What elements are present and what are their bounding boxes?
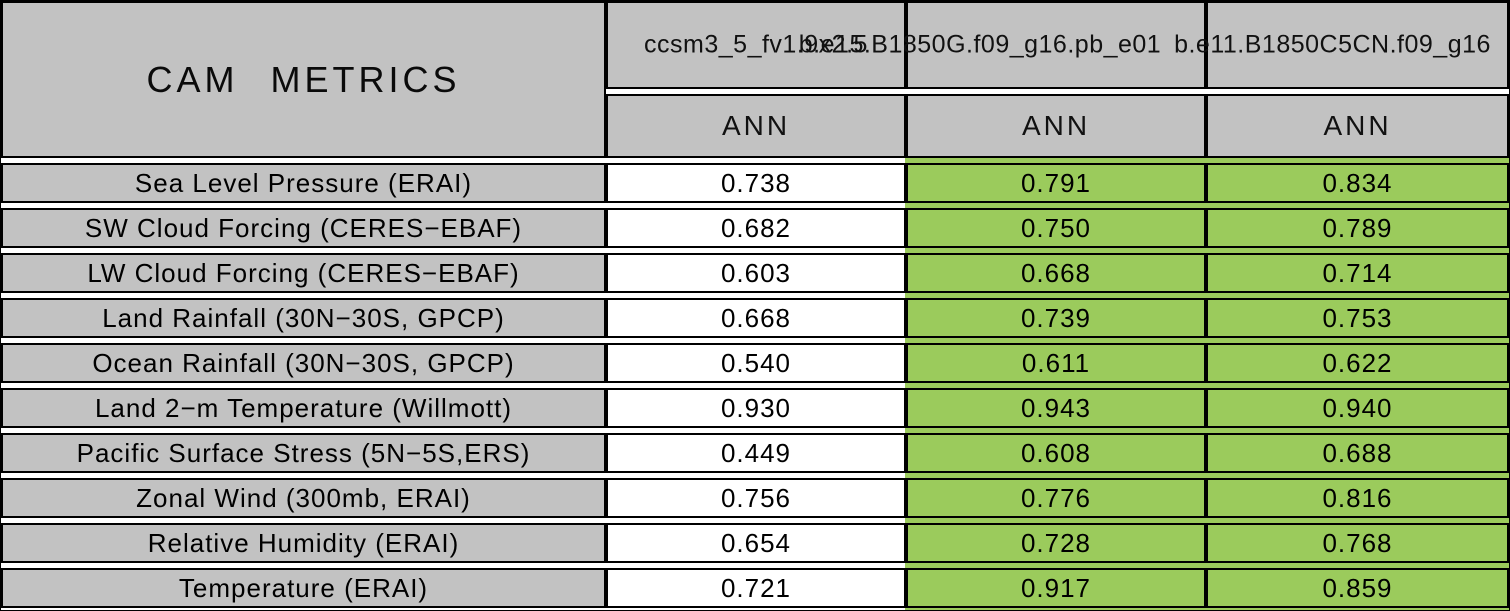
metric-value-cell: 0.654 — [606, 523, 906, 563]
metric-label: Pacific Surface Stress (5N−5S,ERS) — [1, 433, 606, 473]
metric-value-cell: 0.930 — [606, 388, 906, 428]
metric-value-cell: 0.789 — [1206, 208, 1509, 248]
metric-row: SW Cloud Forcing (CERES−EBAF) 0.682 0.75… — [1, 208, 1509, 248]
season-header-row: ANN ANN ANN — [1, 94, 1509, 158]
metric-value-cell: 0.682 — [606, 208, 906, 248]
metric-value-cell: 0.776 — [906, 478, 1206, 518]
metric-row: Zonal Wind (300mb, ERAI) 0.756 0.776 0.8… — [1, 478, 1509, 518]
metric-value-cell: 0.816 — [1206, 478, 1509, 518]
metric-value-cell: 0.608 — [906, 433, 1206, 473]
metric-row: Relative Humidity (ERAI) 0.654 0.728 0.7… — [1, 523, 1509, 563]
metric-label: Land 2−m Temperature (Willmott) — [1, 388, 606, 428]
model-name-2: b.e15.B1850G.f09_g16.pb_e01 — [798, 30, 1162, 59]
metric-value-cell: 0.738 — [606, 163, 906, 203]
metric-label: Land Rainfall (30N−30S, GPCP) — [1, 298, 606, 338]
metric-value-cell: 0.688 — [1206, 433, 1509, 473]
table-title: CAM METRICS — [146, 58, 461, 100]
metric-row: LW Cloud Forcing (CERES−EBAF) 0.603 0.66… — [1, 253, 1509, 293]
metric-row: Ocean Rainfall (30N−30S, GPCP) 0.540 0.6… — [1, 343, 1509, 383]
metric-row: Land Rainfall (30N−30S, GPCP) 0.668 0.73… — [1, 298, 1509, 338]
metric-label: Zonal Wind (300mb, ERAI) — [1, 478, 606, 518]
model-name-1: ccsm3_5_fv1.9x2.5 — [644, 30, 868, 59]
metric-value-cell: 0.940 — [1206, 388, 1509, 428]
metric-value-cell: 0.917 — [906, 568, 1206, 608]
metric-value-cell: 0.739 — [906, 298, 1206, 338]
metric-label: Sea Level Pressure (ERAI) — [1, 163, 606, 203]
metric-value-cell: 0.449 — [606, 433, 906, 473]
metric-row: Pacific Surface Stress (5N−5S,ERS) 0.449… — [1, 433, 1509, 473]
season-header-cell: ANN — [906, 94, 1206, 158]
metric-value-cell: 0.859 — [1206, 568, 1509, 608]
model-header-row: CAM METRICS ccsm3_5_fv1.9x2.5 b.e15.B185… — [1, 1, 1509, 158]
metric-row: Sea Level Pressure (ERAI) 0.738 0.791 0.… — [1, 163, 1509, 203]
metric-value-cell: 0.791 — [906, 163, 1206, 203]
metric-row: Temperature (ERAI) 0.721 0.917 0.859 — [1, 568, 1509, 608]
metric-value-cell: 0.603 — [606, 253, 906, 293]
season-header-cell: ANN — [1206, 94, 1509, 158]
model-name-3: b.e11.B1850C5CN.f09_g16 — [1174, 30, 1491, 59]
metric-value-cell: 0.756 — [606, 478, 906, 518]
metric-label: LW Cloud Forcing (CERES−EBAF) — [1, 253, 606, 293]
metric-row: Land 2−m Temperature (Willmott) 0.930 0.… — [1, 388, 1509, 428]
metric-value-cell: 0.753 — [1206, 298, 1509, 338]
metric-label: Ocean Rainfall (30N−30S, GPCP) — [1, 343, 606, 383]
metric-value-cell: 0.728 — [906, 523, 1206, 563]
metric-value-cell: 0.750 — [906, 208, 1206, 248]
metric-value-cell: 0.834 — [1206, 163, 1509, 203]
metric-label: Relative Humidity (ERAI) — [1, 523, 606, 563]
metric-value-cell: 0.611 — [906, 343, 1206, 383]
metric-value-cell: 0.943 — [906, 388, 1206, 428]
model-header-cell: b.e11.B1850C5CN.f09_g16 — [1174, 1, 1509, 89]
metric-value-cell: 0.622 — [1206, 343, 1509, 383]
table-title-cell: CAM METRICS — [1, 1, 606, 158]
metric-value-cell: 0.714 — [1206, 253, 1509, 293]
metric-value-cell: 0.668 — [906, 253, 1206, 293]
metric-label: Temperature (ERAI) — [1, 568, 606, 608]
metric-value-cell: 0.768 — [1206, 523, 1509, 563]
model-header-cell: ccsm3_5_fv1.9x2.5 — [606, 1, 906, 89]
season-header-cell: ANN — [606, 94, 906, 158]
metric-value-cell: 0.721 — [606, 568, 906, 608]
model-header-cell: b.e15.B1850G.f09_g16.pb_e01 — [799, 1, 1206, 89]
metric-label: SW Cloud Forcing (CERES−EBAF) — [1, 208, 606, 248]
metric-value-cell: 0.540 — [606, 343, 906, 383]
metric-value-cell: 0.668 — [606, 298, 906, 338]
